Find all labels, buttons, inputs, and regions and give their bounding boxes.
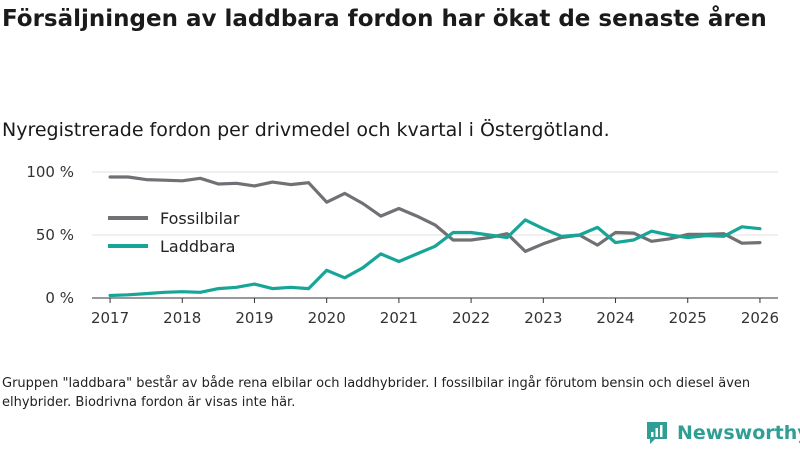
chart-title: Försäljningen av laddbara fordon har öka… (2, 6, 767, 32)
brand-name: Newsworthy (677, 422, 800, 444)
x-tick-label: 2020 (308, 309, 346, 327)
line-chart: 2017 2018 2019 2020 2021 2022 2023 2024 2025 2026… (26, 163, 779, 327)
legend-label-fossilbilar: Fossilbilar (160, 209, 240, 228)
x-tick-label: 2026 (741, 309, 779, 327)
x-tick-label: 2017 (91, 309, 129, 327)
x-tick-label: 2025 (669, 309, 707, 327)
x-tick-label: 2021 (380, 309, 418, 327)
legend-label-laddbara: Laddbara (160, 237, 235, 256)
newsworthy-chart-logo-icon (647, 422, 667, 444)
series-line-laddbara (108, 218, 762, 298)
footnote: Gruppen "laddbara" består av både rena e… (2, 376, 751, 410)
x-tick-label: 2023 (524, 309, 562, 327)
y-axis: 0 % 50 % 100 % (26, 163, 74, 307)
x-tick-label: 2018 (163, 309, 201, 327)
y-tick-label: 50 % (36, 226, 74, 244)
x-axis: 2017 2018 2019 2020 2021 2022 2023 2024 2025 2026 (91, 297, 779, 327)
series-lines (108, 175, 762, 298)
x-tick-label: 2022 (452, 309, 490, 327)
series-line-fossilbilar (108, 175, 762, 254)
brand-logo[interactable]: Newsworthy (645, 420, 800, 446)
y-tick-label: 100 % (26, 163, 74, 181)
chart-subtitle: Nyregistrerade fordon per drivmedel och … (2, 119, 610, 141)
x-tick-label: 2019 (235, 309, 273, 327)
legend: Fossilbilar Laddbara (108, 209, 240, 256)
y-tick-label: 0 % (45, 289, 74, 307)
x-tick-label: 2024 (596, 309, 634, 327)
